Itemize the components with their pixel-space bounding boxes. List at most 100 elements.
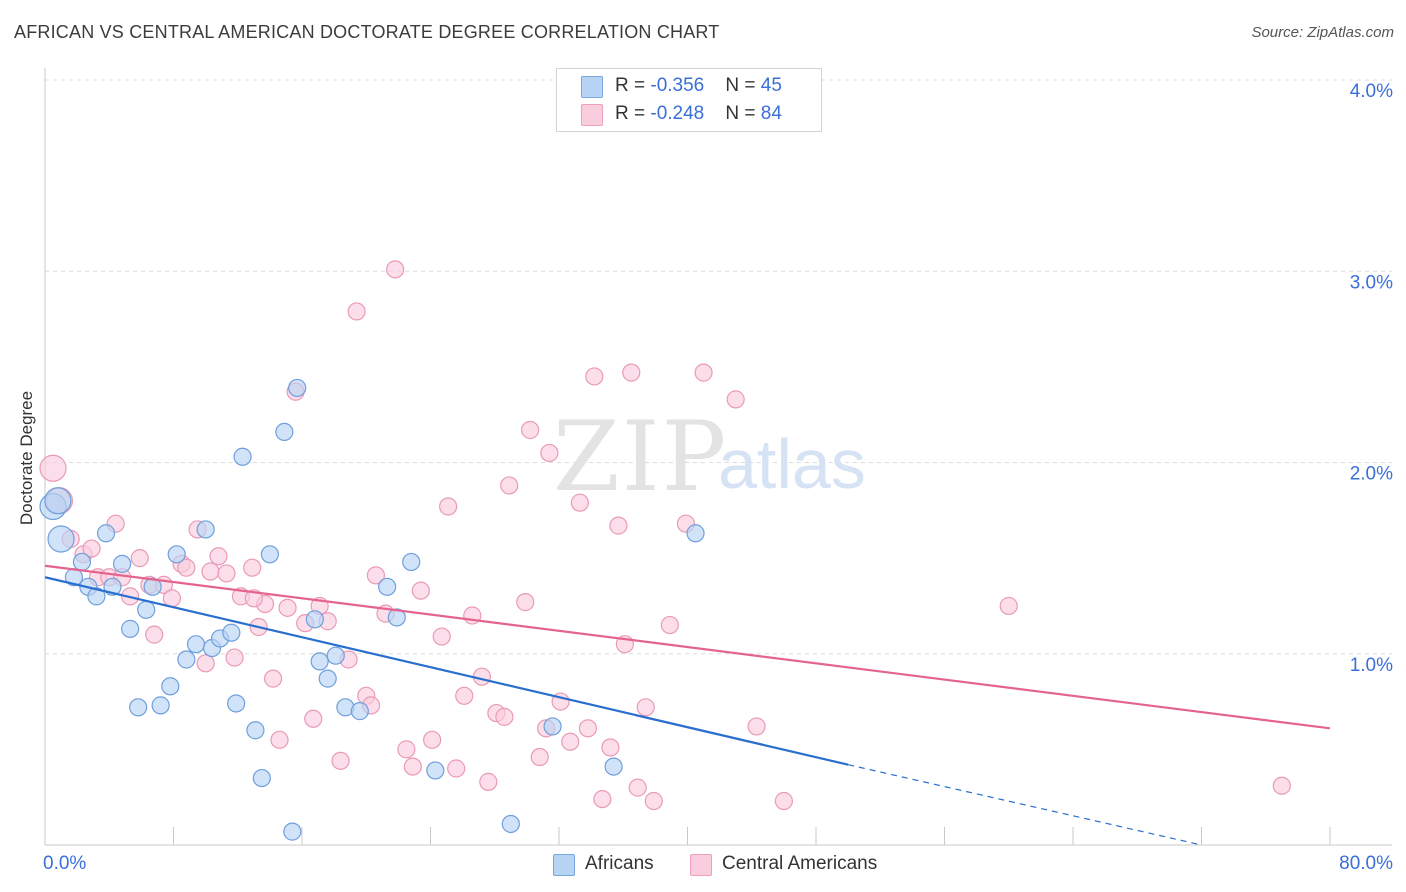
central-american-point (82, 539, 101, 558)
central-americans-legend-label: Central Americans (722, 853, 878, 874)
african-point (326, 646, 345, 665)
african-point (426, 761, 445, 780)
african-point (196, 520, 215, 539)
central-american-point (593, 789, 612, 809)
central-american-point (747, 717, 766, 736)
central-american-point (304, 709, 323, 728)
africans-legend-swatch (553, 854, 575, 876)
central-american-point (530, 747, 549, 767)
y-tick-label: 2.0% (1350, 464, 1393, 485)
central-american-point (209, 547, 228, 566)
central-american-point (278, 598, 297, 617)
african-point (305, 610, 324, 629)
african-point (151, 696, 170, 715)
central-american-point (432, 627, 451, 646)
african-point (288, 378, 307, 398)
central-american-point (177, 558, 196, 577)
central-american-point (411, 581, 430, 600)
african-point (112, 554, 132, 573)
central-american-point (570, 493, 589, 512)
african-point (129, 698, 148, 717)
central-american-point (217, 564, 236, 583)
central-american-point (403, 757, 422, 776)
y-tick-label: 4.0% (1350, 81, 1393, 102)
central-american-point (455, 686, 474, 705)
african-point (318, 669, 337, 688)
central-american-point (39, 454, 67, 482)
african-point (44, 487, 72, 515)
african-point (604, 757, 623, 776)
central-american-point (243, 558, 262, 577)
central-american-point (439, 497, 458, 516)
central-american-point (397, 740, 416, 759)
african-point (543, 717, 562, 736)
african-point (402, 552, 421, 572)
central-american-point (145, 625, 164, 644)
central-american-point (423, 730, 442, 749)
african-point (167, 545, 186, 564)
african-point (233, 447, 252, 466)
central-american-point (585, 367, 604, 386)
central-american-point (244, 589, 263, 608)
african-point (47, 525, 75, 553)
central-american-point (540, 443, 559, 463)
african-point (121, 619, 140, 638)
central-american-point (270, 730, 289, 749)
central-american-point (520, 420, 540, 440)
african-point (227, 694, 246, 713)
central-american-point (500, 476, 519, 495)
african-point (283, 822, 302, 841)
african-point (87, 587, 106, 606)
african-point (387, 608, 406, 627)
african-point (501, 814, 520, 834)
african-point (378, 577, 397, 596)
y-tick-label: 3.0% (1350, 272, 1393, 293)
chart-source: Source: ZipAtlas.com (1251, 24, 1394, 41)
y-tick-label: 1.0% (1350, 655, 1393, 676)
african-point (350, 702, 369, 721)
central-american-point (366, 566, 385, 585)
africans-trend-extension (847, 764, 1202, 846)
africans-trend-line (44, 576, 849, 766)
central-american-point (130, 549, 149, 568)
x-tick-label: 0.0% (43, 853, 86, 874)
central-american-point (774, 791, 793, 811)
african-point (222, 623, 241, 642)
watermark-atlas: atlas (718, 425, 866, 503)
central-american-point (578, 719, 598, 738)
central-american-point (694, 363, 713, 382)
central-americans-trend-line (44, 564, 1331, 730)
african-point (260, 545, 279, 564)
central-american-point (636, 698, 655, 717)
central-american-point (386, 260, 405, 279)
central-american-point (1272, 776, 1291, 795)
central-american-point (644, 791, 663, 811)
central-american-point (999, 596, 1018, 616)
central-americans-legend-swatch (690, 854, 712, 876)
central-american-point (479, 772, 498, 791)
central-american-point (609, 516, 628, 535)
african-point (252, 768, 271, 788)
central-american-point (225, 648, 244, 667)
central-american-point (263, 669, 283, 688)
central-americans-swatch (581, 104, 603, 126)
african-point (161, 677, 180, 696)
central-american-point (331, 751, 350, 770)
central-american-point (162, 589, 181, 608)
african-point (686, 524, 705, 543)
african-point (310, 652, 329, 671)
central-american-point (660, 615, 679, 635)
central-american-point (622, 363, 641, 382)
african-point (246, 721, 265, 740)
central-american-point (726, 390, 745, 409)
central-american-point (628, 778, 647, 797)
x-tick-label: 80.0% (1339, 853, 1393, 874)
central-american-point (447, 759, 466, 778)
africans-legend-label: Africans (585, 853, 654, 874)
african-point (137, 600, 156, 619)
chart-title: AFRICAN VS CENTRAL AMERICAN DOCTORATE DE… (14, 22, 720, 42)
african-point (72, 552, 92, 572)
y-axis-title: Doctorate Degree (17, 390, 36, 526)
african-point (96, 524, 116, 543)
